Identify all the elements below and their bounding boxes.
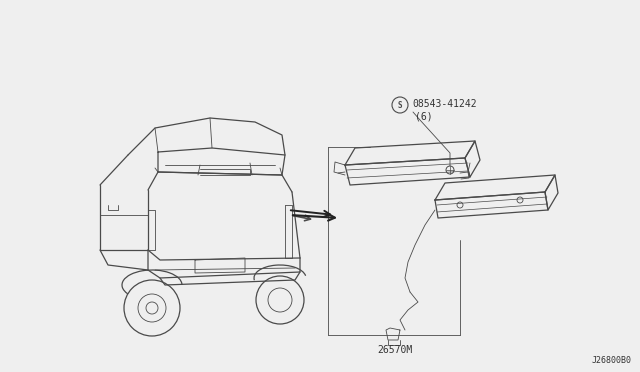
Text: 26570M: 26570M: [378, 345, 413, 355]
Text: S: S: [397, 100, 403, 109]
Text: (6): (6): [415, 111, 433, 121]
Text: J26800B0: J26800B0: [592, 356, 632, 365]
Text: 08543-41242: 08543-41242: [412, 99, 477, 109]
